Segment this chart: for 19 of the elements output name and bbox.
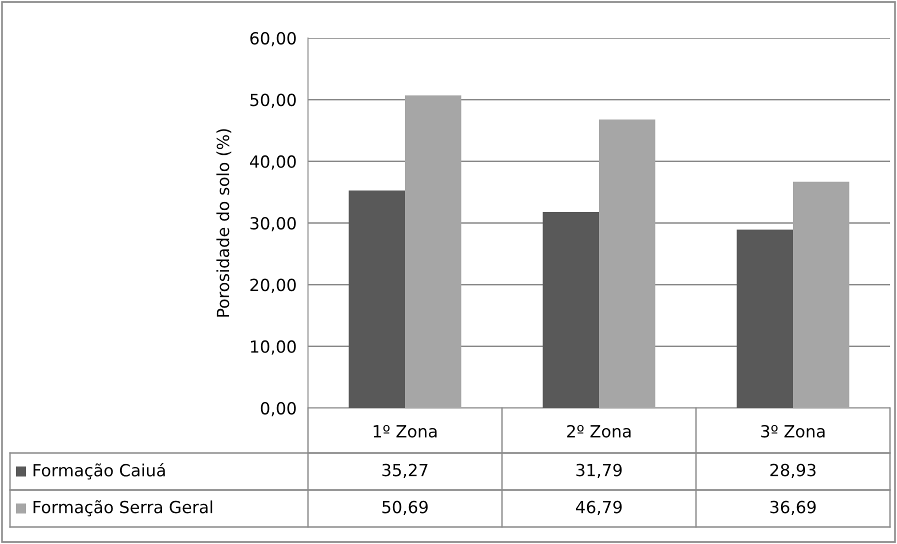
y-tick-label: 60,00 [250, 32, 296, 46]
data-label: 35,27 [382, 464, 428, 478]
y-tick-label: 30,00 [250, 216, 296, 232]
x-tick-label: 2º Zona [567, 424, 631, 438]
data-label: 36,69 [770, 500, 816, 516]
data-label: 46,79 [576, 500, 622, 516]
y-tick-label: 40,00 [250, 155, 296, 170]
y-tick-label: 50,00 [250, 94, 296, 108]
data-label: 28,93 [770, 464, 816, 478]
y-axis-title: Porosidade do solo (%) [216, 129, 232, 317]
data-label: 50,69 [382, 500, 428, 516]
legend-label: Formação Caiuá [34, 462, 165, 480]
y-tick-label: 10,00 [251, 340, 296, 355]
data-label: 31,79 [576, 464, 622, 478]
x-tick-label: 3º Zona [761, 424, 825, 438]
legend-label: Formação Serra Geral [34, 500, 212, 516]
x-tick-label: 1º Zona [374, 424, 437, 438]
y-tick-label: 0,00 [260, 402, 296, 416]
y-tick-label: 20,00 [250, 278, 296, 293]
